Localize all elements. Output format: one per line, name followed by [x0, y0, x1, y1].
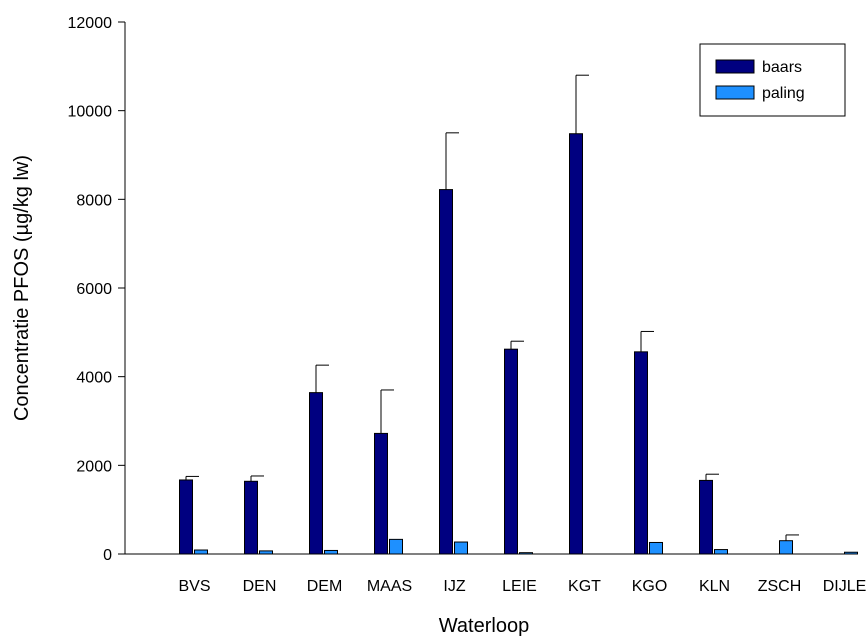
bar-baars	[244, 480, 258, 555]
y-tick-label: 0	[103, 547, 112, 564]
legend-swatch-baars	[715, 59, 755, 74]
bar-paling	[714, 549, 728, 555]
x-tick-label: IJZ	[443, 578, 465, 595]
x-tick-label: LEIE	[502, 578, 537, 595]
axes: 0 2000 4000 6000 8000 10000 12000 BVS DEN DEM MAAS…	[68, 15, 867, 595]
bar-baars	[309, 392, 323, 555]
y-tick-label: 8000	[76, 192, 112, 209]
legend-label-baars: baars	[762, 59, 802, 76]
bar-paling	[324, 549, 338, 555]
legend-box	[699, 43, 846, 117]
bar-baars	[569, 133, 583, 555]
y-tick-label: 2000	[76, 458, 112, 475]
x-tick-label: KGT	[568, 578, 601, 595]
legend: baars paling	[699, 43, 846, 117]
x-tick-label: DIJLE	[823, 578, 867, 595]
legend-swatch-paling	[715, 85, 755, 100]
bar-baars	[699, 479, 713, 555]
x-tick-label: ZSCH	[758, 578, 802, 595]
bar-baars	[374, 432, 388, 555]
y-tick-label: 12000	[68, 15, 113, 32]
y-tick-label: 4000	[76, 370, 112, 387]
bar-baars	[439, 189, 453, 555]
y-tick-label: 10000	[68, 104, 113, 121]
x-tick-label: DEN	[243, 578, 277, 595]
bars	[179, 133, 858, 555]
bar-baars	[634, 351, 648, 555]
bar-paling	[389, 538, 403, 555]
bar-baars	[504, 348, 518, 555]
bar-baars	[179, 479, 193, 555]
bar-paling	[844, 551, 858, 555]
y-tick-label: 6000	[76, 281, 112, 298]
x-tick-label: KGO	[632, 578, 668, 595]
bar-paling	[259, 550, 273, 555]
y-axis-title: Concentratie PFOS (µg/kg lw)	[11, 155, 33, 421]
error-bars	[185, 74, 799, 541]
x-tick-label: BVS	[178, 578, 210, 595]
bar-paling	[649, 541, 663, 555]
x-tick-label: DEM	[307, 578, 343, 595]
x-tick-label: KLN	[699, 578, 730, 595]
legend-label-paling: paling	[762, 85, 805, 102]
bar-paling	[194, 549, 208, 555]
bar-paling	[454, 541, 468, 555]
x-axis-title: Waterloop	[439, 615, 529, 637]
bar-paling	[519, 552, 533, 555]
x-tick-label: MAAS	[367, 578, 412, 595]
bar-paling	[779, 540, 793, 555]
